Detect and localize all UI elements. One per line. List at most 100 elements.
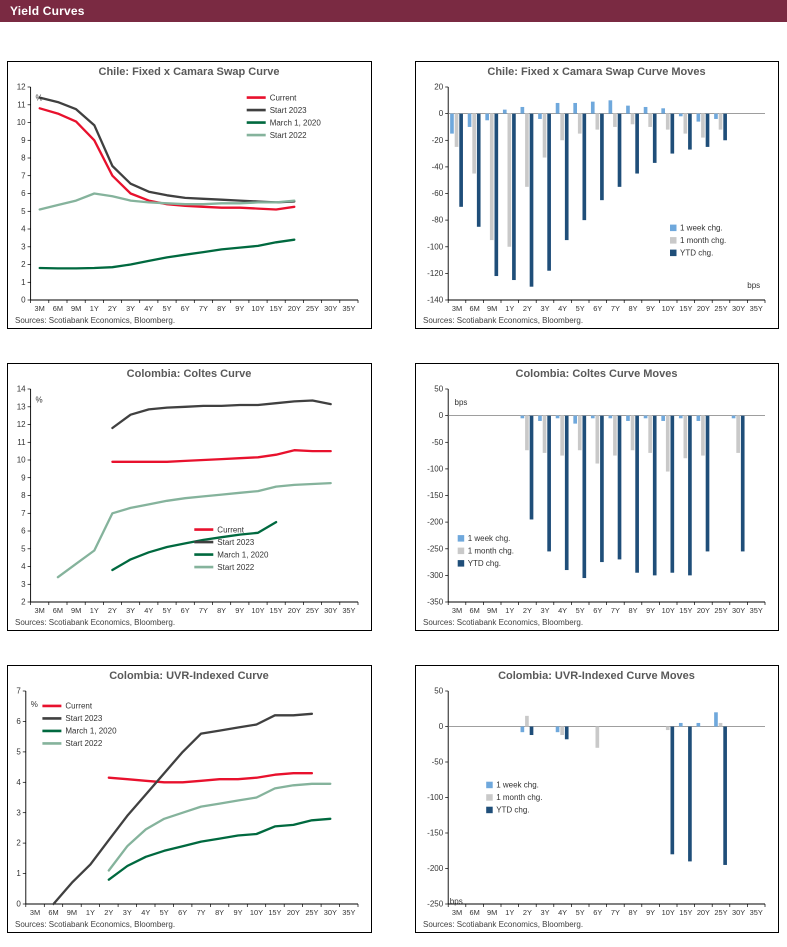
svg-text:-200: -200 bbox=[427, 864, 444, 873]
svg-text:%: % bbox=[31, 700, 38, 709]
svg-text:6Y: 6Y bbox=[181, 304, 190, 313]
svg-text:20Y: 20Y bbox=[697, 304, 710, 313]
svg-text:6Y: 6Y bbox=[178, 908, 187, 917]
svg-text:bps: bps bbox=[455, 398, 468, 407]
svg-text:35Y: 35Y bbox=[750, 304, 763, 313]
chart-sources: Sources: Scotiabank Economics, Bloomberg… bbox=[423, 920, 584, 929]
svg-text:Start 2023: Start 2023 bbox=[217, 538, 254, 547]
page-title: Yield Curves bbox=[10, 4, 85, 18]
svg-text:50: 50 bbox=[434, 687, 443, 696]
svg-text:-300: -300 bbox=[427, 571, 444, 580]
svg-text:Start 2023: Start 2023 bbox=[270, 106, 307, 115]
svg-text:8Y: 8Y bbox=[628, 606, 637, 615]
svg-text:14: 14 bbox=[17, 385, 26, 394]
svg-text:35Y: 35Y bbox=[342, 908, 355, 917]
svg-text:9Y: 9Y bbox=[235, 304, 244, 313]
svg-text:8Y: 8Y bbox=[628, 908, 637, 917]
svg-text:9: 9 bbox=[21, 136, 26, 145]
svg-text:March 1, 2020: March 1, 2020 bbox=[65, 727, 117, 736]
svg-text:1Y: 1Y bbox=[505, 908, 514, 917]
svg-text:YTD chg.: YTD chg. bbox=[680, 249, 713, 258]
chart-canvas: 2 3 4 5 6 7 8 9 10 11 12 13 14 3M 6M 9M 1Y 2Y 3Y 4Y 5Y 6Y 7Y 8Y… bbox=[13, 381, 365, 617]
svg-text:2Y: 2Y bbox=[108, 606, 117, 615]
svg-text:10Y: 10Y bbox=[251, 304, 264, 313]
svg-text:6M: 6M bbox=[469, 304, 479, 313]
svg-text:10: 10 bbox=[17, 456, 26, 465]
svg-text:8Y: 8Y bbox=[215, 908, 224, 917]
svg-text:4: 4 bbox=[16, 778, 21, 787]
svg-text:25Y: 25Y bbox=[306, 606, 319, 615]
svg-text:20: 20 bbox=[434, 83, 443, 92]
svg-text:7Y: 7Y bbox=[611, 908, 620, 917]
svg-text:-350: -350 bbox=[427, 598, 444, 607]
svg-text:3M: 3M bbox=[452, 606, 462, 615]
svg-text:1Y: 1Y bbox=[505, 606, 514, 615]
svg-text:2: 2 bbox=[21, 598, 26, 607]
svg-text:3: 3 bbox=[21, 580, 26, 589]
svg-text:1 month chg.: 1 month chg. bbox=[468, 547, 514, 556]
svg-text:7: 7 bbox=[16, 687, 21, 696]
svg-text:Start 2023: Start 2023 bbox=[65, 714, 102, 723]
svg-text:4: 4 bbox=[21, 562, 26, 571]
svg-text:4Y: 4Y bbox=[141, 908, 150, 917]
svg-text:9M: 9M bbox=[71, 606, 81, 615]
svg-text:4: 4 bbox=[21, 225, 26, 234]
svg-text:12: 12 bbox=[17, 420, 26, 429]
chart-canvas: -140 -120 -100 -80 -60 -40 -20 0 20 3M 6M 9M 1Y 2Y 3Y 4… bbox=[421, 79, 772, 315]
svg-text:-250: -250 bbox=[427, 900, 444, 909]
svg-text:35Y: 35Y bbox=[342, 304, 355, 313]
svg-text:3Y: 3Y bbox=[540, 908, 549, 917]
chart-chile-swap-curve-moves: Chile: Fixed x Camara Swap Curve Moves -… bbox=[415, 61, 779, 329]
svg-text:25Y: 25Y bbox=[305, 908, 318, 917]
svg-text:0: 0 bbox=[16, 900, 21, 909]
svg-text:15Y: 15Y bbox=[679, 304, 692, 313]
svg-text:Start 2022: Start 2022 bbox=[65, 739, 102, 748]
svg-text:1 week chg.: 1 week chg. bbox=[468, 534, 511, 543]
chart-canvas: 0 1 2 3 4 5 6 7 3M 6M 9M 1Y 2Y 3Y 4Y 5Y 6Y 7Y 8Y 9Y 10Y 15Y 20… bbox=[13, 683, 365, 919]
svg-text:5: 5 bbox=[21, 544, 26, 553]
svg-text:8Y: 8Y bbox=[217, 606, 226, 615]
svg-text:15Y: 15Y bbox=[270, 304, 283, 313]
svg-text:-100: -100 bbox=[427, 465, 444, 474]
svg-text:10Y: 10Y bbox=[662, 606, 675, 615]
svg-text:20Y: 20Y bbox=[697, 606, 710, 615]
svg-text:15Y: 15Y bbox=[679, 908, 692, 917]
svg-text:4Y: 4Y bbox=[558, 304, 567, 313]
svg-text:9: 9 bbox=[21, 473, 26, 482]
svg-text:0: 0 bbox=[439, 109, 444, 118]
svg-text:7Y: 7Y bbox=[199, 606, 208, 615]
svg-text:2Y: 2Y bbox=[104, 908, 113, 917]
svg-text:11: 11 bbox=[17, 438, 26, 447]
svg-text:9Y: 9Y bbox=[235, 606, 244, 615]
svg-text:25Y: 25Y bbox=[306, 304, 319, 313]
svg-text:1Y: 1Y bbox=[90, 304, 99, 313]
svg-text:5Y: 5Y bbox=[162, 304, 171, 313]
svg-text:9Y: 9Y bbox=[646, 304, 655, 313]
svg-text:9Y: 9Y bbox=[646, 606, 655, 615]
svg-text:Start 2022: Start 2022 bbox=[270, 131, 307, 140]
svg-text:5Y: 5Y bbox=[576, 304, 585, 313]
svg-text:10Y: 10Y bbox=[662, 908, 675, 917]
svg-text:YTD chg.: YTD chg. bbox=[496, 806, 529, 815]
svg-text:bps: bps bbox=[450, 897, 463, 906]
svg-text:10Y: 10Y bbox=[250, 908, 263, 917]
svg-text:-250: -250 bbox=[427, 544, 444, 553]
svg-text:8: 8 bbox=[21, 154, 26, 163]
svg-text:6M: 6M bbox=[469, 908, 479, 917]
svg-text:2Y: 2Y bbox=[523, 304, 532, 313]
svg-text:25Y: 25Y bbox=[714, 908, 727, 917]
svg-text:-100: -100 bbox=[427, 793, 444, 802]
svg-text:3: 3 bbox=[16, 808, 21, 817]
svg-text:0: 0 bbox=[439, 722, 444, 731]
chart-sources: Sources: Scotiabank Economics, Bloomberg… bbox=[15, 618, 176, 627]
svg-text:5Y: 5Y bbox=[576, 606, 585, 615]
svg-text:Current: Current bbox=[270, 93, 297, 102]
svg-text:March 1, 2020: March 1, 2020 bbox=[270, 118, 322, 127]
chart-title: Colombia: UVR-Indexed Curve bbox=[109, 670, 269, 682]
svg-text:1: 1 bbox=[16, 869, 21, 878]
svg-text:March 1, 2020: March 1, 2020 bbox=[217, 550, 269, 559]
svg-text:%: % bbox=[36, 94, 43, 103]
svg-text:2Y: 2Y bbox=[523, 908, 532, 917]
